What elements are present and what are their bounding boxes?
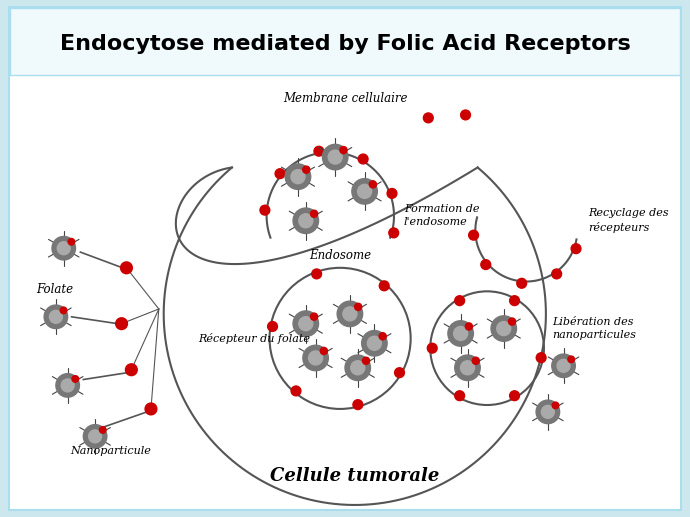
Circle shape: [362, 330, 387, 356]
Circle shape: [387, 189, 397, 199]
Circle shape: [389, 228, 399, 238]
Circle shape: [68, 238, 75, 245]
FancyBboxPatch shape: [10, 8, 680, 75]
Circle shape: [308, 351, 323, 365]
Circle shape: [379, 333, 386, 340]
Circle shape: [362, 357, 370, 364]
Circle shape: [126, 364, 137, 376]
Circle shape: [322, 144, 348, 170]
Circle shape: [367, 336, 382, 351]
Circle shape: [320, 347, 328, 355]
Circle shape: [358, 154, 368, 164]
Circle shape: [299, 317, 313, 331]
Circle shape: [312, 269, 322, 279]
Circle shape: [571, 244, 581, 253]
Text: Cellule tumorale: Cellule tumorale: [270, 466, 440, 484]
Circle shape: [448, 321, 473, 346]
Circle shape: [345, 355, 371, 381]
Circle shape: [552, 269, 562, 279]
Circle shape: [455, 391, 464, 401]
Circle shape: [542, 405, 554, 418]
Circle shape: [472, 357, 480, 364]
Circle shape: [557, 359, 570, 372]
Text: Formation de
l'endosome: Formation de l'endosome: [404, 204, 480, 227]
Circle shape: [351, 361, 365, 375]
Circle shape: [83, 424, 107, 448]
Circle shape: [455, 355, 480, 381]
Text: Endosome: Endosome: [309, 249, 371, 262]
Circle shape: [121, 262, 132, 273]
Circle shape: [497, 322, 511, 336]
Circle shape: [99, 427, 106, 433]
Circle shape: [145, 403, 157, 415]
Circle shape: [310, 313, 317, 320]
Circle shape: [299, 214, 313, 228]
Circle shape: [427, 343, 437, 353]
Circle shape: [268, 322, 277, 331]
Circle shape: [536, 400, 560, 423]
Circle shape: [116, 318, 128, 329]
Circle shape: [355, 303, 362, 310]
Circle shape: [431, 292, 544, 405]
Circle shape: [88, 430, 101, 443]
Circle shape: [50, 310, 62, 323]
Circle shape: [517, 278, 526, 288]
Text: Folate: Folate: [37, 283, 73, 296]
Text: Libération des
nanoparticules: Libération des nanoparticules: [552, 317, 635, 340]
Circle shape: [293, 208, 319, 234]
Circle shape: [469, 230, 478, 240]
Circle shape: [510, 391, 520, 401]
Circle shape: [56, 374, 79, 397]
Circle shape: [465, 323, 473, 330]
Circle shape: [453, 326, 468, 341]
Text: Nanoparticule: Nanoparticule: [70, 446, 152, 456]
Circle shape: [310, 210, 317, 217]
Circle shape: [303, 345, 328, 371]
Circle shape: [353, 400, 363, 409]
Circle shape: [481, 260, 491, 269]
Circle shape: [460, 361, 475, 375]
Circle shape: [510, 296, 520, 306]
Circle shape: [491, 316, 517, 341]
Circle shape: [285, 164, 310, 189]
Circle shape: [291, 170, 305, 184]
Circle shape: [380, 281, 389, 291]
Circle shape: [455, 296, 464, 306]
Circle shape: [57, 242, 70, 255]
Circle shape: [44, 305, 68, 329]
Circle shape: [72, 376, 79, 382]
Circle shape: [343, 307, 357, 321]
Circle shape: [275, 169, 285, 178]
Circle shape: [60, 307, 67, 314]
Text: Recyclage des
récepteurs: Recyclage des récepteurs: [588, 208, 669, 233]
Text: Endocytose mediated by Folic Acid Receptors: Endocytose mediated by Folic Acid Recept…: [59, 34, 631, 54]
Circle shape: [568, 356, 575, 362]
Circle shape: [424, 113, 433, 123]
Circle shape: [337, 301, 363, 327]
Circle shape: [395, 368, 404, 377]
Circle shape: [314, 146, 324, 156]
Circle shape: [552, 402, 559, 409]
Circle shape: [536, 353, 546, 362]
Circle shape: [270, 268, 411, 409]
Circle shape: [293, 311, 319, 337]
Text: Récepteur du folate: Récepteur du folate: [198, 333, 310, 344]
PathPatch shape: [164, 168, 546, 505]
Circle shape: [52, 236, 75, 260]
Circle shape: [357, 185, 372, 199]
Circle shape: [509, 318, 515, 325]
Circle shape: [61, 379, 74, 392]
Circle shape: [340, 146, 347, 154]
Circle shape: [303, 166, 310, 173]
Circle shape: [260, 205, 270, 215]
FancyBboxPatch shape: [9, 7, 681, 510]
Text: Membrane cellulaire: Membrane cellulaire: [283, 92, 407, 105]
Circle shape: [352, 179, 377, 204]
Circle shape: [552, 354, 575, 377]
Circle shape: [461, 110, 471, 120]
Circle shape: [291, 386, 301, 396]
Circle shape: [328, 150, 342, 164]
Circle shape: [369, 181, 377, 188]
